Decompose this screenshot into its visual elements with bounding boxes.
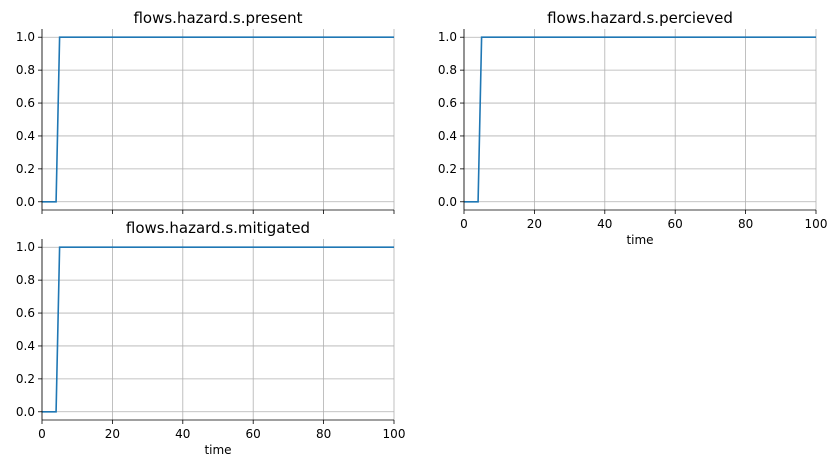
x-tick-label: 60: [668, 217, 683, 231]
x-tick-label: 40: [175, 427, 190, 441]
subplot-mitigated: 0.0 0.2 0.4 0.6 0.8 1.0 0 20 40 60 80 100 flows.haza…: [16, 219, 406, 457]
x-tick-label: 80: [316, 427, 331, 441]
x-tick-label: 20: [105, 427, 120, 441]
y-tick-label: 0.6: [16, 306, 35, 320]
y-tick-label: 0.4: [16, 129, 35, 143]
series-line: [42, 246, 394, 413]
y-tick-label: 0.2: [438, 162, 457, 176]
y-tick-label: 0.6: [438, 96, 457, 110]
x-axis-label: time: [204, 443, 231, 457]
x-tick-label: 100: [805, 217, 828, 231]
y-tick-label: 1.0: [16, 240, 35, 254]
subplot-title: flows.hazard.s.percieved: [547, 9, 733, 27]
y-tick-label: 0.4: [438, 129, 457, 143]
subplot-percieved: 0.0 0.2 0.4 0.6 0.8 1.0 0 20 40 60 80 100 flows.haza…: [438, 9, 828, 247]
x-tick-label: 0: [460, 217, 468, 231]
y-tick-label: 0.8: [438, 63, 457, 77]
x-tick-label: 60: [246, 427, 261, 441]
x-tick-label: 80: [738, 217, 753, 231]
x-tick-label: 20: [527, 217, 542, 231]
y-tick-label: 0.0: [438, 195, 457, 209]
y-tick-label: 0.8: [16, 273, 35, 287]
y-tick-label: 0.4: [16, 339, 35, 353]
subplot-title: flows.hazard.s.mitigated: [126, 219, 310, 237]
x-tick-label: 0: [38, 427, 46, 441]
y-tick-label: 0.0: [16, 405, 35, 419]
subplot-title: flows.hazard.s.present: [133, 9, 302, 27]
subplot-present: 0.0 0.2 0.4 0.6 0.8 1.0 flows.hazard.s.present: [16, 9, 395, 214]
y-tick-label: 1.0: [438, 30, 457, 44]
y-tick-label: 0.8: [16, 63, 35, 77]
y-tick-label: 0.6: [16, 96, 35, 110]
x-axis-label: time: [626, 233, 653, 247]
x-tick-label: 100: [383, 427, 406, 441]
y-tick-label: 0.2: [16, 372, 35, 386]
y-tick-label: 1.0: [16, 30, 35, 44]
y-tick-label: 0.0: [16, 195, 35, 209]
series-line: [42, 36, 394, 203]
series-line: [464, 36, 816, 203]
x-tick-label: 40: [597, 217, 612, 231]
y-tick-label: 0.2: [16, 162, 35, 176]
